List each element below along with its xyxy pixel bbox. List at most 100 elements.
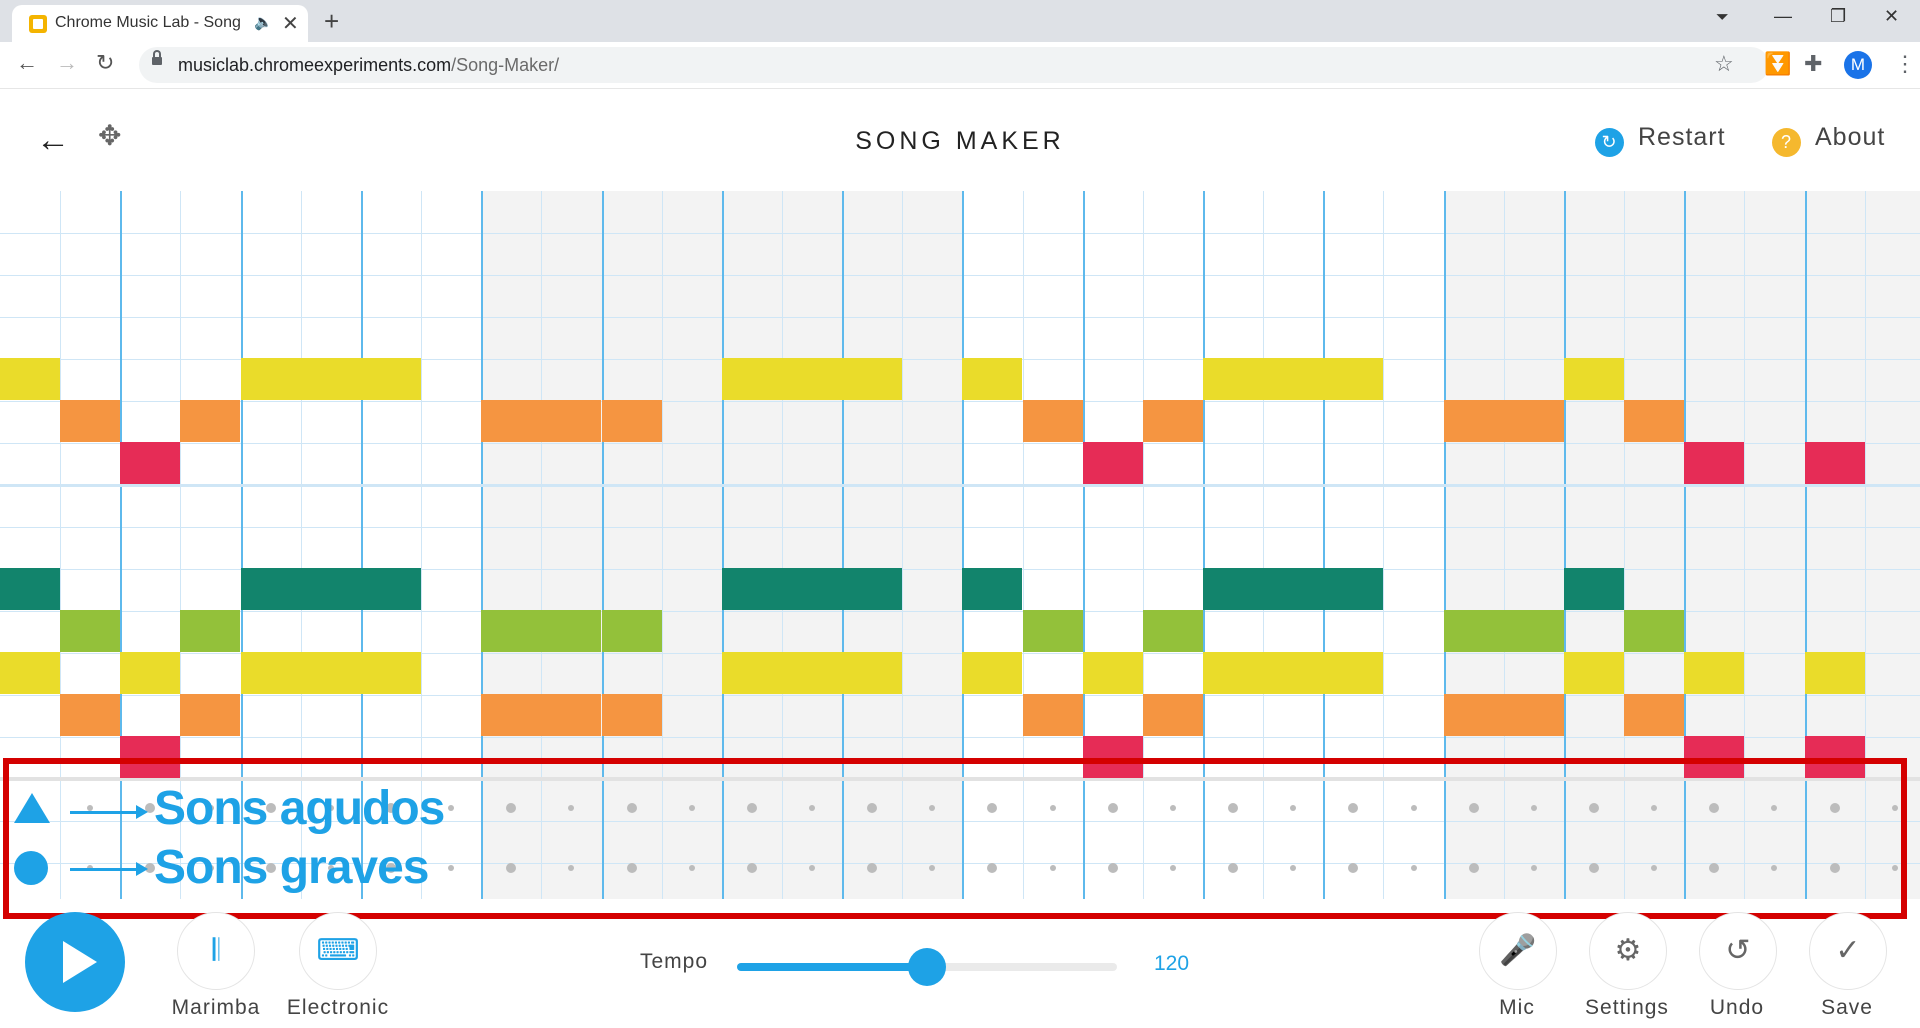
note-cell[interactable] bbox=[722, 568, 782, 610]
note-cell[interactable] bbox=[602, 694, 662, 736]
note-cell[interactable] bbox=[301, 652, 361, 694]
percussion-dot[interactable] bbox=[386, 803, 396, 813]
note-cell[interactable] bbox=[180, 694, 240, 736]
percussion-dot[interactable] bbox=[266, 863, 276, 873]
restart-button[interactable]: ↻ Restart bbox=[1595, 123, 1726, 157]
percussion-dot[interactable] bbox=[627, 803, 637, 813]
note-cell[interactable] bbox=[1805, 652, 1865, 694]
note-cell[interactable] bbox=[722, 358, 782, 400]
tab-search-icon[interactable]: ⏷ bbox=[1716, 9, 1729, 26]
note-cell[interactable] bbox=[541, 694, 601, 736]
percussion-dot[interactable] bbox=[689, 865, 695, 871]
address-bar[interactable] bbox=[139, 47, 1769, 83]
note-cell[interactable] bbox=[602, 400, 662, 442]
move-arrows-icon[interactable]: ✥ bbox=[98, 120, 122, 151]
percussion-dot[interactable] bbox=[1170, 865, 1176, 871]
note-cell[interactable] bbox=[60, 694, 120, 736]
note-cell[interactable] bbox=[1023, 400, 1083, 442]
percussion-dot[interactable] bbox=[208, 865, 214, 871]
save-button[interactable]: ✓ bbox=[1809, 912, 1887, 990]
note-cell[interactable] bbox=[1504, 400, 1564, 442]
note-cell[interactable] bbox=[602, 610, 662, 652]
browser-tab[interactable]: Chrome Music Lab - Song Maker 🔈 ✕ bbox=[12, 5, 308, 42]
url-text[interactable]: musiclab.chromeexperiments.com/Song-Make… bbox=[178, 55, 560, 75]
percussion-dot[interactable] bbox=[87, 805, 93, 811]
note-cell[interactable] bbox=[241, 568, 301, 610]
electronic-button[interactable]: ⌨ bbox=[299, 912, 377, 990]
note-cell[interactable] bbox=[1624, 400, 1684, 442]
percussion-dot[interactable] bbox=[1411, 805, 1417, 811]
note-cell[interactable] bbox=[481, 694, 541, 736]
note-cell[interactable] bbox=[1083, 736, 1143, 778]
note-cell[interactable] bbox=[1203, 568, 1263, 610]
minimize-button[interactable]: — bbox=[1774, 6, 1792, 26]
note-cell[interactable] bbox=[481, 400, 541, 442]
percussion-dot[interactable] bbox=[1709, 863, 1719, 873]
note-cell[interactable] bbox=[60, 610, 120, 652]
percussion-dot[interactable] bbox=[867, 803, 877, 813]
percussion-dot[interactable] bbox=[145, 863, 155, 873]
tempo-slider[interactable] bbox=[737, 948, 1117, 986]
note-cell[interactable] bbox=[1143, 694, 1203, 736]
percussion-dot[interactable] bbox=[448, 865, 454, 871]
menu-kebab-icon[interactable]: ⋮ bbox=[1894, 51, 1916, 76]
note-cell[interactable] bbox=[842, 568, 902, 610]
percussion-dot[interactable] bbox=[987, 863, 997, 873]
profile-avatar[interactable]: M bbox=[1844, 51, 1872, 79]
note-cell[interactable] bbox=[1083, 442, 1143, 484]
percussion-dot[interactable] bbox=[929, 805, 935, 811]
note-cell[interactable] bbox=[1083, 652, 1143, 694]
percussion-dot[interactable] bbox=[568, 805, 574, 811]
note-cell[interactable] bbox=[842, 358, 902, 400]
note-cell[interactable] bbox=[782, 568, 842, 610]
bookmark-star-icon[interactable]: ☆ bbox=[1714, 51, 1734, 76]
percussion-dot[interactable] bbox=[1469, 803, 1479, 813]
note-cell[interactable] bbox=[962, 652, 1022, 694]
note-grid[interactable]: Sons agudos Sons graves bbox=[0, 191, 1920, 899]
note-cell[interactable] bbox=[1504, 694, 1564, 736]
percussion-dot[interactable] bbox=[1830, 803, 1840, 813]
percussion-dot[interactable] bbox=[747, 863, 757, 873]
mic-button[interactable]: 🎤 bbox=[1479, 912, 1557, 990]
note-cell[interactable] bbox=[481, 610, 541, 652]
close-window-button[interactable]: ✕ bbox=[1884, 6, 1900, 26]
percussion-dot[interactable] bbox=[987, 803, 997, 813]
tempo-slider-thumb[interactable] bbox=[908, 948, 946, 986]
note-cell[interactable] bbox=[1323, 568, 1383, 610]
settings-button[interactable]: ⚙ bbox=[1589, 912, 1667, 990]
percussion-dot[interactable] bbox=[266, 803, 276, 813]
reload-icon[interactable]: ↻ bbox=[96, 50, 115, 75]
percussion-dot[interactable] bbox=[1411, 865, 1417, 871]
percussion-dot[interactable] bbox=[1290, 805, 1296, 811]
percussion-dot[interactable] bbox=[1348, 803, 1358, 813]
percussion-dot[interactable] bbox=[386, 863, 396, 873]
note-cell[interactable] bbox=[1684, 736, 1744, 778]
note-cell[interactable] bbox=[962, 568, 1022, 610]
close-tab-button[interactable]: ✕ bbox=[282, 13, 299, 35]
percussion-dot[interactable] bbox=[328, 805, 334, 811]
note-cell[interactable] bbox=[1263, 358, 1323, 400]
percussion-dot[interactable] bbox=[1589, 863, 1599, 873]
note-cell[interactable] bbox=[962, 358, 1022, 400]
note-cell[interactable] bbox=[241, 652, 301, 694]
note-cell[interactable] bbox=[120, 736, 180, 778]
percussion-dot[interactable] bbox=[1228, 803, 1238, 813]
percussion-dot[interactable] bbox=[929, 865, 935, 871]
percussion-dot[interactable] bbox=[1892, 805, 1898, 811]
note-cell[interactable] bbox=[1684, 442, 1744, 484]
percussion-dot[interactable] bbox=[1228, 863, 1238, 873]
note-cell[interactable] bbox=[1684, 652, 1744, 694]
new-tab-button[interactable]: + bbox=[324, 6, 340, 36]
note-cell[interactable] bbox=[1263, 652, 1323, 694]
note-cell[interactable] bbox=[60, 400, 120, 442]
play-button[interactable] bbox=[25, 912, 125, 1012]
percussion-dot[interactable] bbox=[1469, 863, 1479, 873]
note-cell[interactable] bbox=[0, 358, 60, 400]
restore-button[interactable]: ❐ bbox=[1830, 6, 1847, 26]
percussion-dot[interactable] bbox=[1531, 865, 1537, 871]
note-cell[interactable] bbox=[301, 358, 361, 400]
percussion-dot[interactable] bbox=[867, 863, 877, 873]
back-arrow-icon[interactable]: ← bbox=[36, 121, 70, 159]
note-cell[interactable] bbox=[361, 652, 421, 694]
note-cell[interactable] bbox=[0, 568, 60, 610]
